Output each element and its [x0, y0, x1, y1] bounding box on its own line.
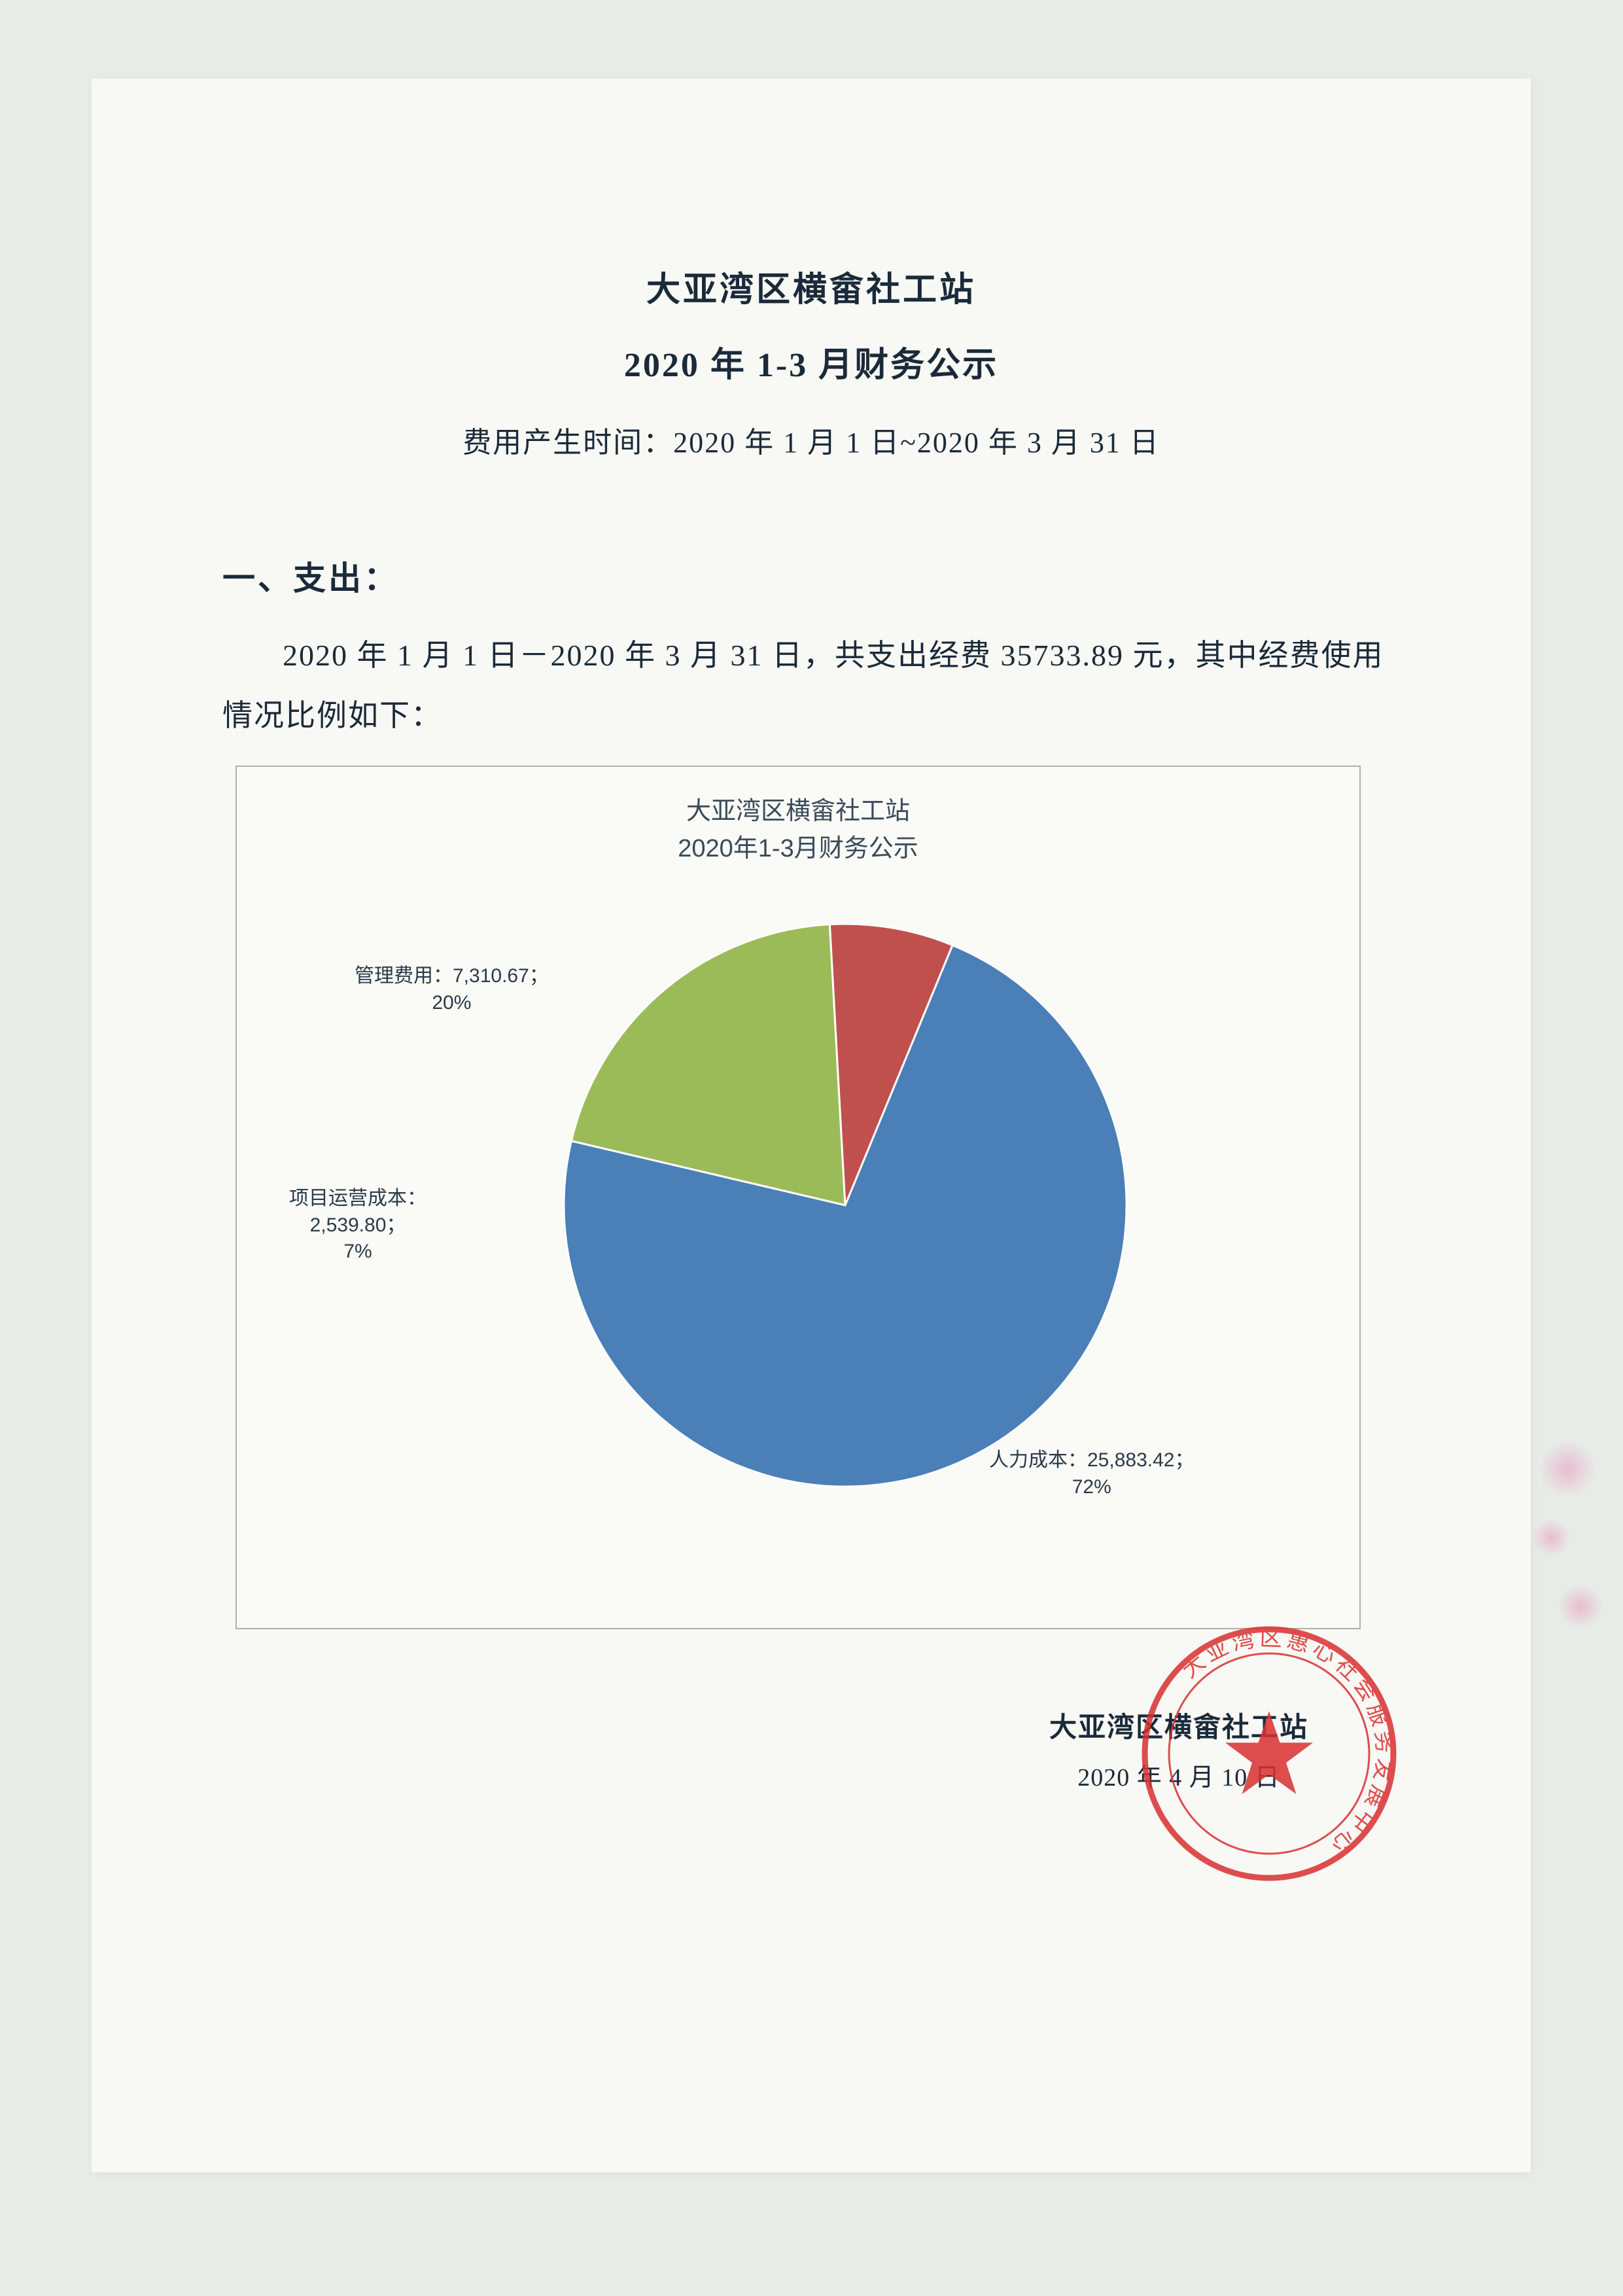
section-1-body: 2020 年 1 月 1 日－2020 年 3 月 31 日，共支出经费 357… [222, 626, 1400, 746]
period-label: 费用产生时间：2020 年 1 月 1 日~2020 年 3 月 31 日 [222, 419, 1400, 461]
pie-label-mgmt-cost: 管理费用：7,310.67；20% [355, 963, 549, 1016]
official-stamp: 大亚湾区惠心社会服务发展中心 [1138, 1623, 1400, 1884]
report-title: 2020 年 1-3 月财务公示 [222, 337, 1400, 386]
stamp-svg: 大亚湾区惠心社会服务发展中心 [1138, 1623, 1400, 1884]
chart-title: 大亚湾区横畲社工站 2020年1-3月财务公示 [263, 793, 1333, 868]
pie-label-hr-cost: 人力成本：25,883.42；72% [989, 1447, 1194, 1500]
pie-chart-container: 大亚湾区横畲社工站 2020年1-3月财务公示 管理费用：7,310.67；20… [236, 766, 1361, 1629]
chart-title-line2: 2020年1-3月财务公示 [678, 835, 918, 862]
chart-title-line1: 大亚湾区横畲社工站 [686, 798, 910, 825]
scan-smudge [1558, 1583, 1603, 1629]
scan-smudge [1531, 1518, 1571, 1557]
section-1-title: 一、支出： [222, 552, 1400, 599]
document-header: 大亚湾区横畲社工站 2020 年 1-3 月财务公示 费用产生时间：2020 年… [222, 262, 1400, 461]
org-name: 大亚湾区横畲社工站 [222, 262, 1400, 311]
pie-svg [551, 911, 1140, 1500]
pie-wrapper [551, 911, 1140, 1500]
document-page: 大亚湾区横畲社工站 2020 年 1-3 月财务公示 费用产生时间：2020 年… [92, 79, 1531, 2172]
pie-label-op-cost: 项目运营成本：2,539.80；7% [289, 1186, 427, 1265]
scan-smudge [1538, 1439, 1597, 1498]
